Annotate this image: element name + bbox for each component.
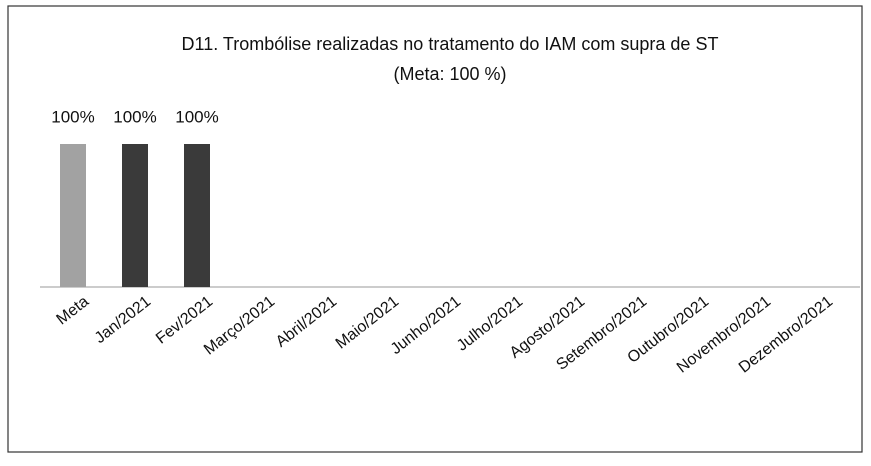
chart-border bbox=[7, 5, 863, 453]
value-label: 100% bbox=[175, 107, 218, 126]
bar bbox=[122, 144, 148, 287]
value-label: 100% bbox=[51, 107, 94, 126]
chart-subtitle: (Meta: 100 %) bbox=[393, 64, 506, 84]
value-label: 100% bbox=[113, 107, 156, 126]
chart-title: D11. Trombólise realizadas no tratamento… bbox=[182, 34, 719, 54]
bar bbox=[60, 144, 86, 287]
bar bbox=[184, 144, 210, 287]
